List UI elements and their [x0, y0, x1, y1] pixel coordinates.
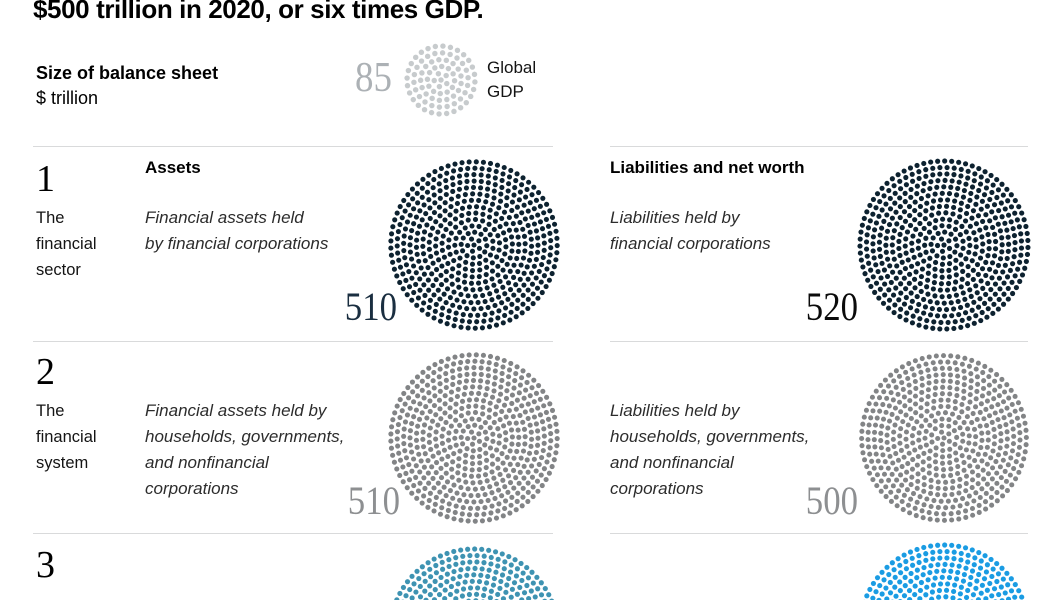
measure-label-unit: $ trillion [36, 88, 99, 108]
row1-number: 1 [36, 158, 55, 200]
gdp-value: 85 [355, 55, 392, 101]
measure-label-main: Size of balance sheet [36, 63, 219, 83]
row1-divider-left [33, 146, 553, 147]
gdp-label: Global GDP [487, 58, 537, 101]
gdp-dot-circle-icon [404, 43, 478, 117]
row2-divider-left [33, 341, 553, 342]
row1-liabilities-dot-circle-icon [857, 158, 1031, 332]
measure-label: Size of balance sheet $ trillion [36, 61, 218, 111]
row2-assets-value: 510 [347, 478, 400, 523]
row2-liabilities-value: 500 [805, 478, 858, 523]
row2-liabilities-desc: Liabilities held by households, governme… [610, 401, 810, 498]
row1-assets-dot-circle-icon [388, 159, 560, 331]
row1-liabilities-value: 520 [805, 284, 858, 329]
row2-number: 2 [36, 351, 55, 393]
row1-divider-right [610, 146, 1028, 147]
row1-assets-value: 510 [344, 284, 397, 329]
liabilities-column-header: Liabilities and net worth [610, 158, 805, 177]
page-title: $500 trillion in 2020, or six times GDP. [33, 0, 484, 24]
row3-liabilities-dot-circle-icon [863, 542, 1025, 600]
row3-divider-right [610, 533, 1028, 534]
row1-assets-desc: Financial assets held by financial corpo… [145, 208, 329, 253]
row2-liabilities-dot-circle-icon [859, 353, 1029, 523]
row3-number: 3 [36, 544, 55, 586]
row2-label: The financial system [36, 402, 97, 472]
row2-assets-desc: Financial assets held by households, gov… [145, 401, 345, 498]
assets-column-header: Assets [145, 158, 201, 177]
row1-label: The financial sector [36, 209, 97, 279]
row1-liabilities-desc: Liabilities held by financial corporatio… [610, 208, 771, 253]
row2-assets-dot-circle-icon [388, 352, 560, 524]
row2-divider-right [610, 341, 1028, 342]
row3-divider-left [33, 533, 553, 534]
row3-assets-dot-circle-icon [394, 546, 555, 600]
